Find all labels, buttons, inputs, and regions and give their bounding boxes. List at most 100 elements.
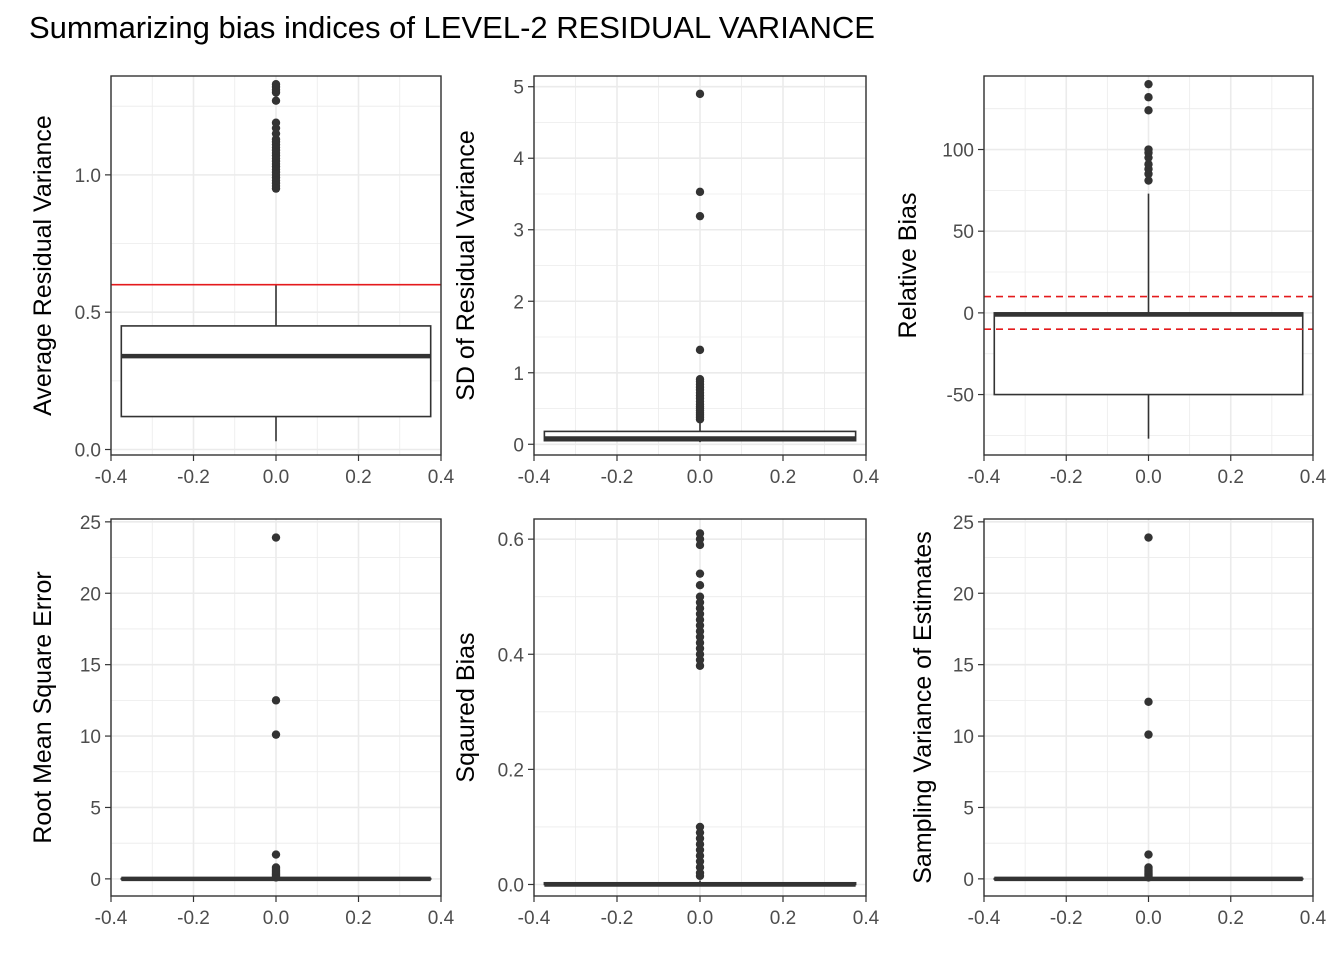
iqr-box xyxy=(120,325,432,418)
outlier-point xyxy=(695,828,705,837)
outlier-point xyxy=(695,375,705,384)
x-tick-label: -0.4 xyxy=(968,467,1001,488)
y-tick-label: 0 xyxy=(513,435,524,456)
outlier-point xyxy=(695,834,705,843)
outlier-point xyxy=(271,533,281,542)
x-tick-label: -0.2 xyxy=(1050,908,1083,929)
outlier-point xyxy=(271,850,281,859)
y-tick-label: 4 xyxy=(513,149,524,170)
x-tick-label: -0.4 xyxy=(968,908,1001,929)
y-tick-label: 0 xyxy=(963,304,974,325)
y-tick-label: 0 xyxy=(90,870,101,891)
outlier-point xyxy=(1144,697,1153,706)
x-tick-label: 0.0 xyxy=(263,467,289,488)
panel-4: -0.4 -0.2 0.0 0.2 0.4 0 5 10 15 20 25 Root Mean Squ… xyxy=(29,513,455,929)
outlier-point xyxy=(695,598,705,607)
x-tick-label: 0.2 xyxy=(345,467,371,488)
x-tick-label: 0.4 xyxy=(853,908,880,929)
outlier-point xyxy=(695,851,705,860)
y-tick-label: 0.6 xyxy=(498,530,524,551)
outlier-point xyxy=(695,650,705,659)
x-tick-label: -0.4 xyxy=(518,908,551,929)
outlier-point xyxy=(695,655,705,665)
y-tick-label: 1 xyxy=(513,364,524,385)
outlier-point xyxy=(695,187,705,197)
outlier-point xyxy=(695,822,705,832)
outlier-point xyxy=(695,644,705,653)
y-axis-title: Root Mean Square Error xyxy=(29,571,57,843)
outlier-point xyxy=(1144,93,1153,102)
outlier-point xyxy=(1144,79,1153,89)
outlier-point xyxy=(271,863,281,872)
x-tick-label: 0.4 xyxy=(853,467,880,488)
outlier-point xyxy=(695,609,705,619)
x-tick-label: 0.0 xyxy=(687,908,713,929)
x-tick-label: 0.4 xyxy=(1300,467,1327,488)
outlier-point xyxy=(695,863,705,872)
outlier-point xyxy=(695,621,705,630)
y-tick-label: 5 xyxy=(90,798,101,819)
outlier-point xyxy=(695,534,705,544)
outlier-point xyxy=(271,118,281,127)
outlier-point xyxy=(695,592,705,601)
outlier-point xyxy=(695,540,705,550)
outlier-point xyxy=(271,696,281,705)
outlier-point xyxy=(1144,730,1153,739)
y-axis-title: Sqaured Bias xyxy=(452,632,480,782)
y-tick-label: 1.0 xyxy=(75,166,101,187)
y-tick-label: 5 xyxy=(963,798,974,819)
outlier-point xyxy=(1144,106,1153,115)
outlier-point xyxy=(695,661,705,670)
outlier-point xyxy=(271,730,281,739)
y-tick-label: 0.4 xyxy=(498,645,525,666)
outlier-point xyxy=(695,839,705,849)
x-tick-label: 0.0 xyxy=(687,467,713,488)
outlier-point xyxy=(695,857,705,866)
y-tick-label: 15 xyxy=(80,656,101,677)
outlier-point xyxy=(1144,850,1153,859)
outlier-point xyxy=(1144,145,1153,154)
y-tick-label: 0 xyxy=(963,870,974,891)
x-tick-label: 0.2 xyxy=(1218,467,1244,488)
outlier-point xyxy=(1144,533,1153,542)
panel-5: -0.4 -0.2 0.0 0.2 0.4 0.0 0.2 0.4 0.6 Sqaured Bia… xyxy=(452,518,880,929)
x-tick-label: 0.4 xyxy=(428,908,455,929)
y-tick-label: 20 xyxy=(80,584,101,605)
x-tick-label: 0.2 xyxy=(345,908,371,929)
y-axis-title: Average Residual Variance xyxy=(29,115,57,416)
iqr-box xyxy=(993,312,1304,396)
y-axis-title: Sampling Variance of Estimates xyxy=(909,531,937,883)
y-tick-label: 10 xyxy=(953,727,974,748)
x-tick-label: 0.2 xyxy=(1218,908,1244,929)
y-tick-label: 3 xyxy=(513,221,524,242)
x-tick-label: 0.4 xyxy=(428,467,455,488)
outlier-point xyxy=(695,345,705,355)
y-tick-label: 100 xyxy=(942,141,974,162)
y-tick-label: 2 xyxy=(513,292,524,313)
outlier-point xyxy=(695,604,705,613)
outlier-point xyxy=(695,569,705,578)
x-tick-label: -0.2 xyxy=(601,467,634,488)
y-tick-label: -50 xyxy=(947,386,974,407)
y-tick-label: 10 xyxy=(80,727,101,748)
x-tick-label: 0.0 xyxy=(1135,908,1161,929)
x-tick-label: 0.2 xyxy=(770,467,796,488)
x-tick-label: 0.0 xyxy=(263,908,289,929)
outlier-point xyxy=(695,89,705,99)
outlier-point xyxy=(1144,176,1153,185)
x-tick-label: -0.4 xyxy=(95,908,128,929)
outlier-point xyxy=(695,627,705,636)
x-tick-label: -0.2 xyxy=(177,467,210,488)
y-tick-label: 5 xyxy=(513,78,524,99)
x-tick-label: -0.2 xyxy=(177,908,210,929)
outlier-point xyxy=(695,580,705,590)
panel-1: -0.4 -0.2 0.0 0.2 0.4 0.0 0.5 1.0 Average Residu… xyxy=(29,75,455,488)
outlier-point xyxy=(271,96,281,105)
outlier-point xyxy=(695,211,705,221)
y-tick-label: 25 xyxy=(953,513,974,534)
outlier-point xyxy=(695,845,705,855)
x-tick-label: -0.4 xyxy=(95,467,128,488)
x-tick-label: -0.4 xyxy=(518,467,551,488)
x-tick-label: -0.2 xyxy=(601,908,634,929)
